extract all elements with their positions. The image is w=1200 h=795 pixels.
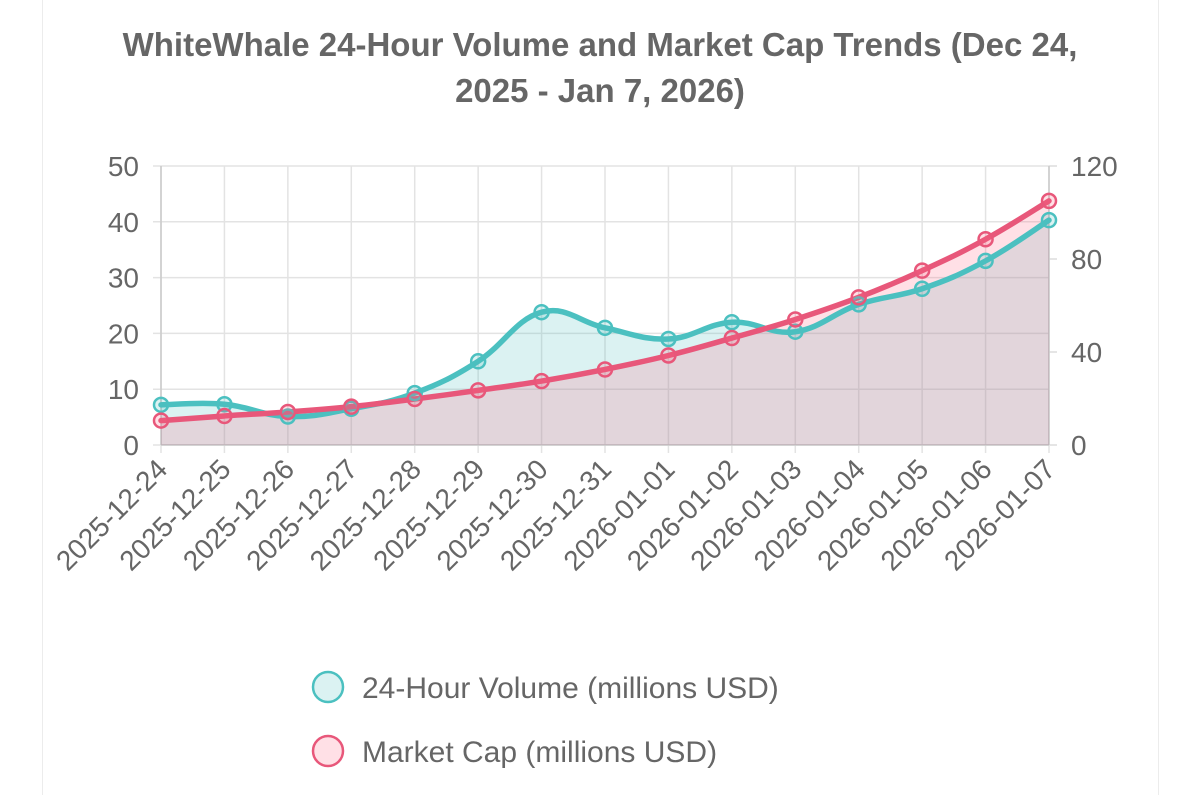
series-1-line — [158, 217, 1052, 420]
y-right-tick-label: 80 — [1071, 244, 1102, 275]
chart-title: WhiteWhale 24-Hour Volume and Market Cap… — [40, 22, 1160, 114]
y-right-tick-label: 120 — [1071, 151, 1118, 182]
series-2-point[interactable] — [787, 311, 804, 328]
series-1-point[interactable] — [533, 303, 550, 321]
series-2-point[interactable] — [850, 289, 867, 306]
legend-label-1[interactable]: 24-Hour Volume (millions USD) — [362, 672, 779, 705]
y-left-tick-label: 20 — [108, 318, 139, 349]
chart-title-line-1: WhiteWhale 24-Hour Volume and Market Cap… — [122, 26, 1078, 63]
series-1-point[interactable] — [1040, 211, 1058, 229]
legend-marker-1[interactable] — [311, 670, 345, 704]
series-1-point[interactable] — [913, 280, 931, 298]
chart-title-line-2: 2025 - Jan 7, 2026) — [455, 72, 745, 109]
series-1-point[interactable] — [787, 323, 804, 340]
series-1-point[interactable] — [596, 319, 614, 337]
series-2-point[interactable] — [660, 347, 677, 364]
series-1-point[interactable] — [660, 330, 677, 348]
y-right-tick-label: 40 — [1071, 337, 1102, 368]
series-2-point[interactable] — [533, 372, 550, 390]
y-right-tick-label: 0 — [1071, 430, 1087, 461]
y-left-tick-label: 0 — [123, 430, 139, 461]
series-2-point[interactable] — [152, 412, 170, 429]
series-1-point[interactable] — [152, 396, 170, 414]
series-2-point[interactable] — [469, 382, 487, 399]
series-2-point[interactable] — [216, 407, 233, 425]
series-1-point[interactable] — [723, 313, 741, 331]
panel-edge-right — [1158, 0, 1159, 795]
panel-edge-left — [42, 0, 43, 795]
series-2-point[interactable] — [1040, 192, 1058, 210]
series-1-point[interactable] — [977, 252, 994, 270]
series-1-point[interactable] — [279, 408, 297, 425]
series-1-point[interactable] — [469, 353, 487, 370]
series-2-point[interactable] — [406, 390, 423, 408]
y-left-tick-label: 10 — [108, 374, 139, 405]
series-2-point[interactable] — [977, 230, 994, 248]
series-2-point[interactable] — [279, 403, 297, 421]
series-2-point[interactable] — [723, 329, 741, 347]
series-2-point[interactable] — [343, 398, 360, 415]
y-left-tick-label: 30 — [108, 263, 139, 294]
y-left-tick-label: 40 — [108, 207, 139, 238]
series-2-area — [161, 200, 1049, 445]
series-2-point[interactable] — [596, 361, 614, 378]
series-2-point[interactable] — [913, 262, 931, 279]
legend-label-2[interactable]: Market Cap (millions USD) — [362, 736, 717, 769]
legend-marker-2[interactable] — [311, 734, 345, 768]
y-left-tick-label: 50 — [108, 151, 139, 182]
series-1-area — [161, 220, 1049, 445]
series-1-point[interactable] — [216, 396, 233, 413]
